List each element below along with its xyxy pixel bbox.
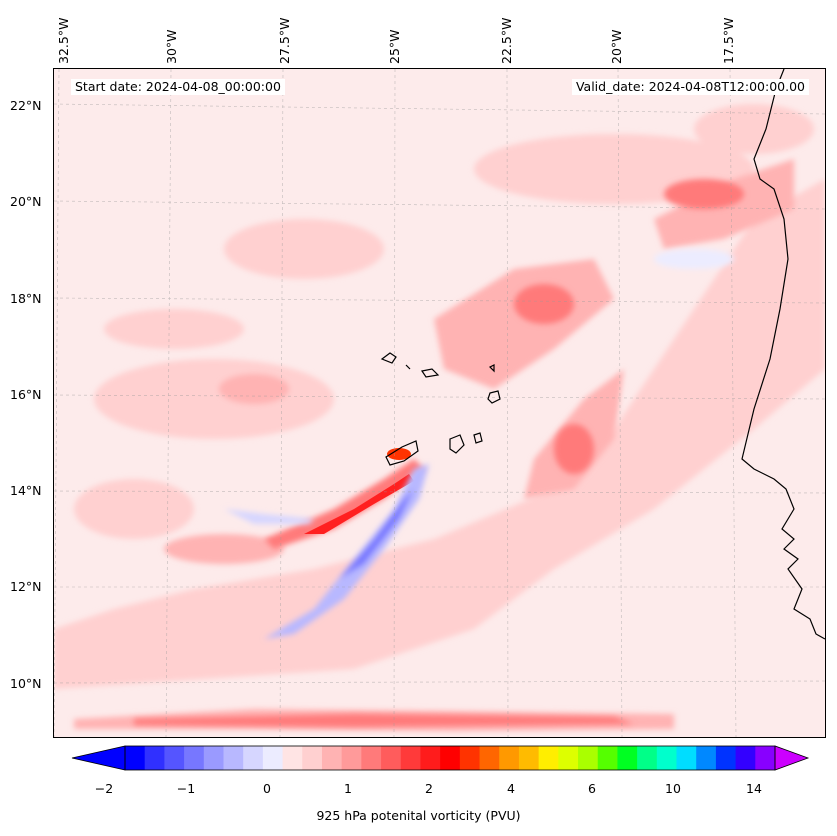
colorbar-tick: 6 — [588, 781, 596, 796]
colorbar-tick: 14 — [746, 781, 762, 796]
pv-contours-peak — [304, 448, 414, 534]
colorbar-cell — [400, 746, 421, 770]
colorbar-tick: −2 — [94, 781, 114, 796]
african-coastline — [741, 69, 825, 640]
colorbar-cell — [558, 746, 579, 770]
lon-label: 20°W — [609, 29, 624, 64]
colorbar-cell — [302, 746, 323, 770]
lon-label: 27.5°W — [277, 17, 292, 64]
colorbar-cell — [184, 746, 205, 770]
colorbar-tick: 4 — [507, 781, 515, 796]
colorbar-over-arrow — [774, 745, 810, 771]
colorbar-tick: −1 — [176, 781, 196, 796]
lat-label: 20°N — [10, 194, 42, 209]
colorbar-cell — [203, 746, 224, 770]
pv-contours-negative — [224, 249, 734, 639]
lat-label: 10°N — [10, 676, 42, 691]
pv-contours-high — [134, 179, 744, 727]
colorbar-cell — [676, 746, 697, 770]
colorbar-cell — [578, 746, 599, 770]
colorbar-cell — [262, 746, 284, 770]
colorbar-cell — [321, 746, 343, 770]
colorbar-cell — [164, 746, 185, 770]
colorbar-cell — [597, 746, 618, 770]
colorbar-cell — [381, 746, 402, 770]
lon-label: 30°W — [164, 29, 179, 64]
graticule — [54, 69, 825, 737]
colorbar-cell — [617, 746, 638, 770]
map-panel[interactable] — [53, 68, 826, 738]
colorbar-cell — [696, 746, 717, 770]
valid-date-label: Valid_date: 2024-04-08T12:00:00.00 — [571, 79, 809, 95]
cape-verde-islands — [380, 352, 501, 466]
colorbar-cell — [243, 746, 264, 770]
lon-label: 25°W — [387, 29, 402, 64]
colorbar-tick: 0 — [263, 781, 271, 796]
colorbar-cell — [499, 746, 520, 770]
colorbar-cell — [223, 746, 244, 770]
colorbar-cell — [755, 746, 776, 770]
colorbar-cell — [479, 746, 500, 770]
colorbar-cell — [735, 746, 756, 770]
colorbar-cell — [538, 746, 559, 770]
lat-label: 22°N — [10, 98, 42, 113]
lat-label: 18°N — [10, 291, 42, 306]
colorbar-cell — [459, 746, 481, 770]
colorbar-cell — [125, 746, 146, 770]
colorbar-tick: 1 — [344, 781, 352, 796]
colorbar-cell — [341, 746, 362, 770]
start-date-label: Start date: 2024-04-08_00:00:00 — [71, 79, 285, 95]
colorbar-frame — [124, 745, 776, 771]
colorbar-cell — [656, 746, 678, 770]
colorbar-cell — [440, 746, 461, 770]
colorbar-cell — [518, 746, 540, 770]
colorbar-cell — [715, 746, 737, 770]
lat-label: 14°N — [10, 483, 42, 498]
lat-label: 12°N — [10, 579, 42, 594]
colorbar-label: 925 hPa potenital vorticity (PVU) — [316, 808, 521, 823]
colorbar-cell — [282, 746, 303, 770]
colorbar-cell — [637, 746, 658, 770]
colorbar-cell — [361, 746, 382, 770]
lat-label: 16°N — [10, 387, 42, 402]
lon-label: 32.5°W — [56, 17, 71, 64]
colorbar-tick: 2 — [425, 781, 433, 796]
lon-label: 22.5°W — [499, 17, 514, 64]
lon-label: 17.5°W — [721, 17, 736, 64]
colorbar-cell — [144, 746, 165, 770]
pv-field-map — [54, 69, 825, 737]
colorbar-tick: 10 — [665, 781, 681, 796]
colorbar-cell — [420, 746, 441, 770]
colorbar-under-arrow — [71, 745, 126, 771]
